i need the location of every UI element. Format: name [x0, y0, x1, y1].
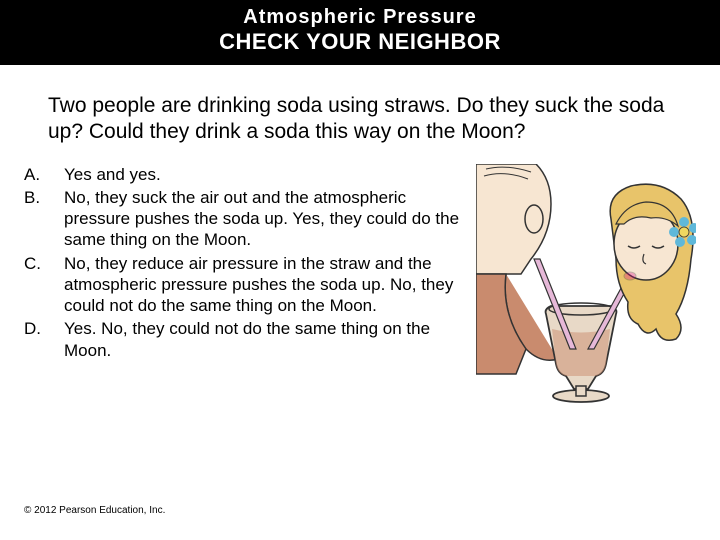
answer-row: D. Yes. No, they could not do the same t…: [24, 318, 476, 361]
answer-row: C. No, they reduce air pressure in the s…: [24, 253, 476, 317]
answer-label: C.: [24, 253, 64, 317]
answer-row: A. Yes and yes.: [24, 164, 476, 185]
answer-text: Yes and yes.: [64, 164, 476, 185]
answer-list: A. Yes and yes. B. No, they suck the air…: [24, 164, 476, 414]
answer-label: A.: [24, 164, 64, 185]
man-figure: [476, 164, 558, 374]
answer-text: No, they reduce air pressure in the stra…: [64, 253, 476, 317]
girl-figure: [610, 184, 696, 340]
soda-illustration: [476, 164, 696, 414]
slide-title: Atmospheric Pressure: [0, 6, 720, 29]
answer-label: B.: [24, 187, 64, 251]
answer-row: B. No, they suck the air out and the atm…: [24, 187, 476, 251]
question-text: Two people are drinking soda using straw…: [0, 65, 720, 164]
slide-header: Atmospheric Pressure CHECK YOUR NEIGHBOR: [0, 0, 720, 65]
answer-label: D.: [24, 318, 64, 361]
answer-text: Yes. No, they could not do the same thin…: [64, 318, 476, 361]
copyright-text: © 2012 Pearson Education, Inc.: [24, 505, 165, 516]
content-row: A. Yes and yes. B. No, they suck the air…: [0, 164, 720, 414]
slide-subtitle: CHECK YOUR NEIGHBOR: [0, 29, 720, 55]
answer-text: No, they suck the air out and the atmosp…: [64, 187, 476, 251]
